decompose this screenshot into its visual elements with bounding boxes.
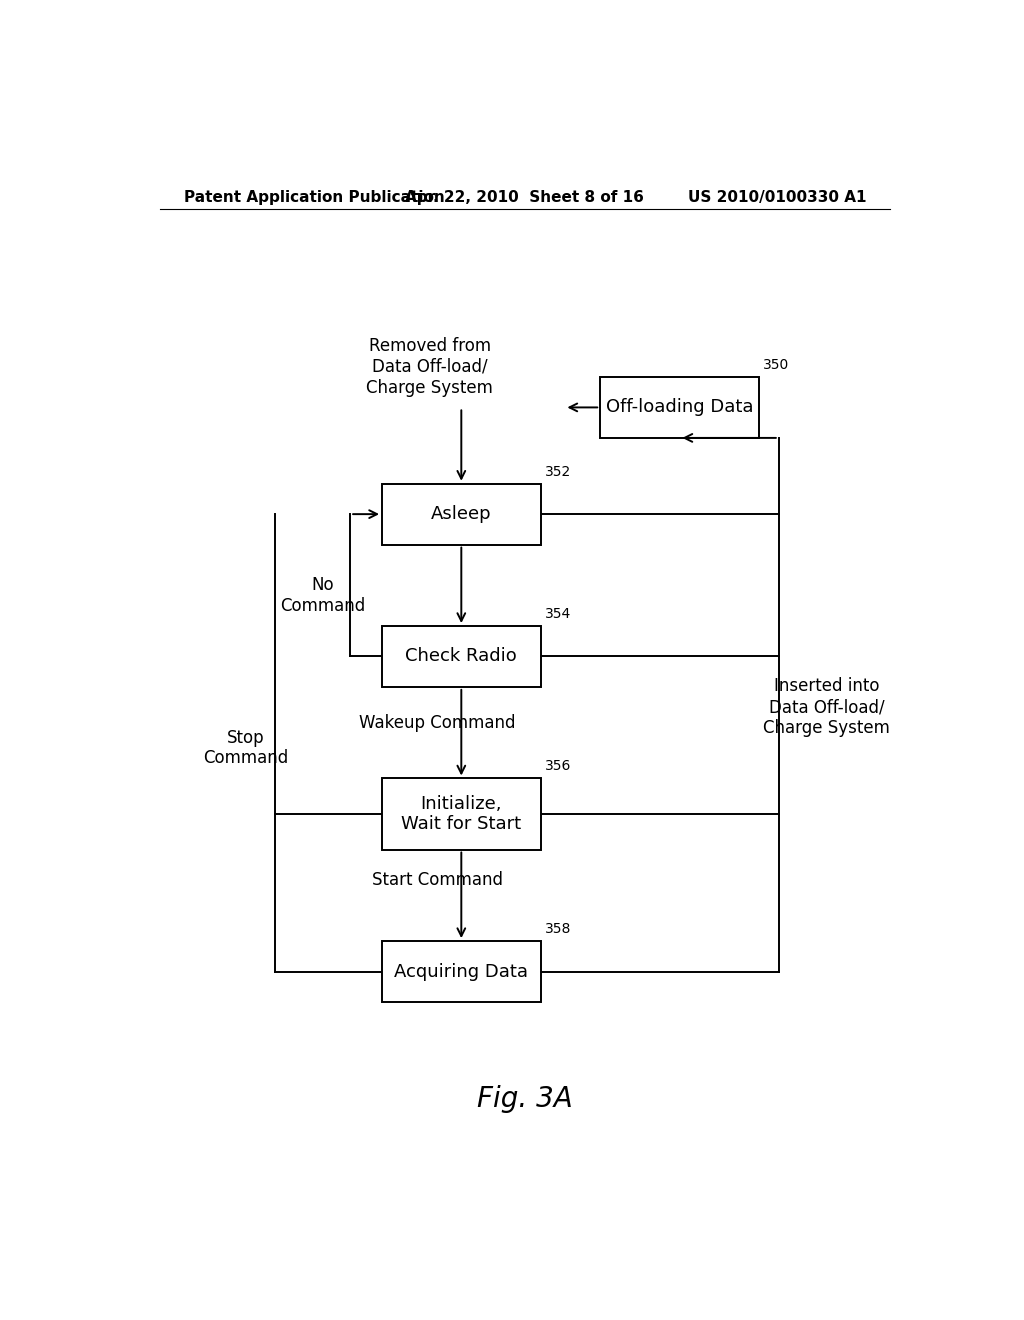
Text: Removed from
Data Off-load/
Charge System: Removed from Data Off-load/ Charge Syste… — [367, 337, 493, 396]
Text: 350: 350 — [763, 358, 790, 372]
Bar — [600, 378, 759, 438]
Bar — [382, 779, 541, 850]
Text: No
Command: No Command — [280, 576, 366, 615]
Text: 358: 358 — [545, 921, 571, 936]
Bar — [382, 483, 541, 545]
Text: Wakeup Command: Wakeup Command — [359, 714, 516, 731]
Text: Stop
Command: Stop Command — [203, 729, 288, 767]
Text: 354: 354 — [545, 607, 571, 620]
Text: Inserted into
Data Off-load/
Charge System: Inserted into Data Off-load/ Charge Syst… — [763, 677, 890, 737]
Text: US 2010/0100330 A1: US 2010/0100330 A1 — [687, 190, 866, 205]
Bar — [382, 941, 541, 1002]
Text: Start Command: Start Command — [372, 871, 503, 890]
Bar — [382, 626, 541, 686]
Text: Asleep: Asleep — [431, 506, 492, 523]
Text: Acquiring Data: Acquiring Data — [394, 962, 528, 981]
Text: Initialize,
Wait for Start: Initialize, Wait for Start — [401, 795, 521, 833]
Text: Apr. 22, 2010  Sheet 8 of 16: Apr. 22, 2010 Sheet 8 of 16 — [406, 190, 644, 205]
Text: Patent Application Publication: Patent Application Publication — [183, 190, 444, 205]
Text: Check Radio: Check Radio — [406, 647, 517, 665]
Text: Off-loading Data: Off-loading Data — [606, 399, 754, 416]
Text: Fig. 3A: Fig. 3A — [477, 1085, 572, 1113]
Text: 352: 352 — [545, 465, 571, 479]
Text: 356: 356 — [545, 759, 571, 774]
